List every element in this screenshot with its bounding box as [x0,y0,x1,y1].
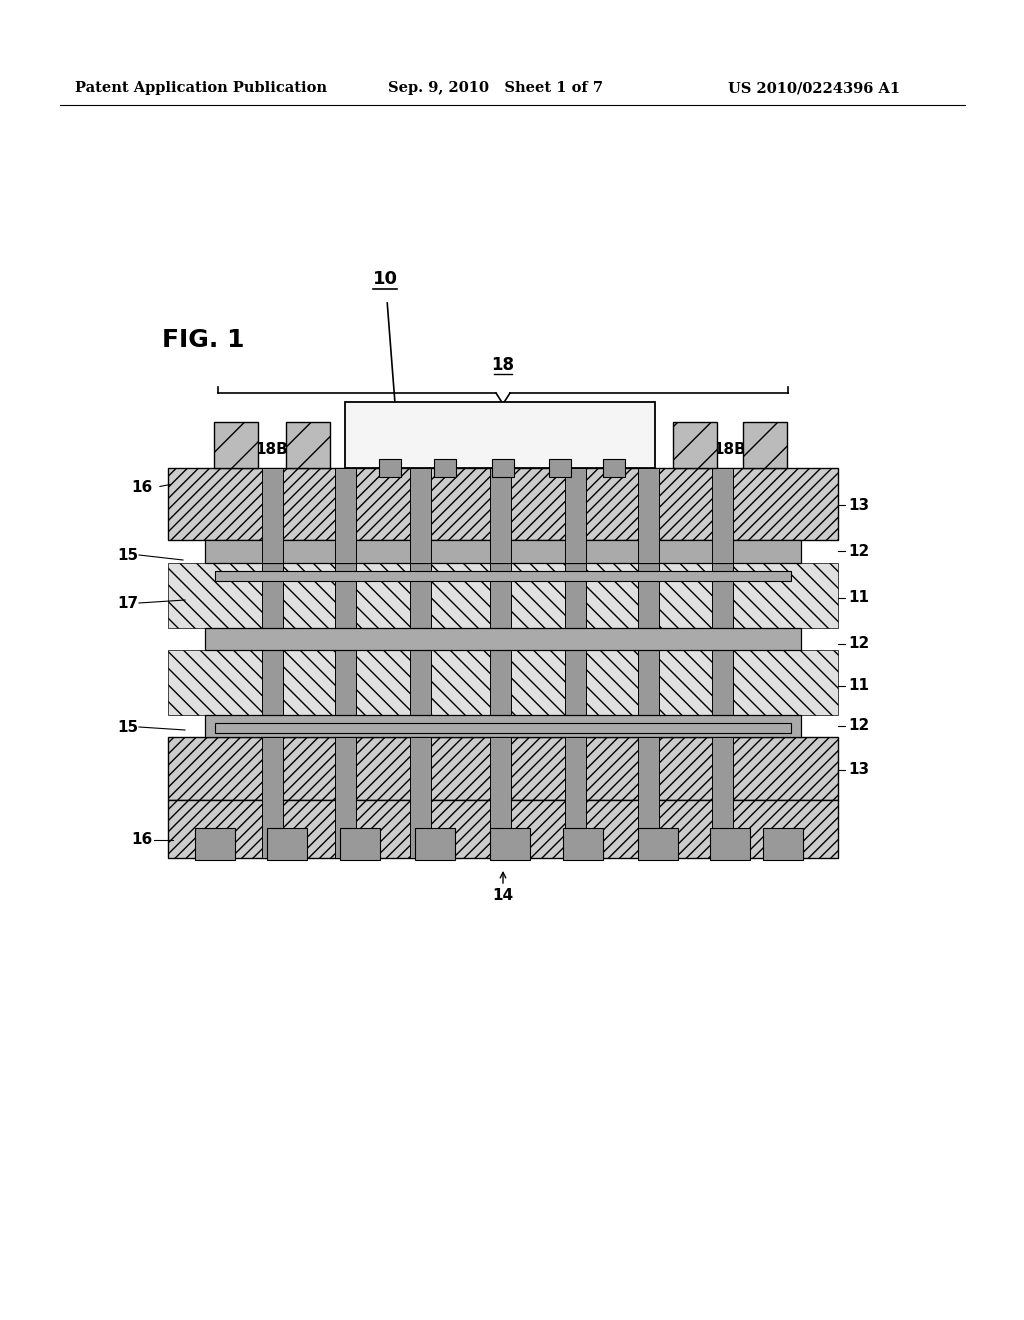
Text: 18A: 18A [486,437,519,451]
Bar [564,737,586,858]
Bar [710,828,750,861]
Bar [168,469,838,540]
Text: Patent Application Publication: Patent Application Publication [75,81,327,95]
Bar [267,828,307,861]
Bar [763,828,803,861]
Bar [712,737,732,858]
Bar [205,715,801,737]
Bar [261,469,283,564]
Text: 12: 12 [848,544,869,558]
Text: 16: 16 [132,833,153,847]
Text: 11: 11 [848,678,869,693]
Bar [340,828,380,861]
Bar [261,737,283,858]
Bar [335,737,355,858]
Text: 18B: 18B [714,442,746,458]
Bar [638,828,678,861]
Bar [261,649,283,737]
Bar [743,422,787,469]
Bar [215,723,792,733]
Bar [712,469,732,564]
Bar [712,564,732,649]
Bar [638,737,658,858]
Bar [603,459,625,477]
Bar [415,828,455,861]
Bar [673,422,717,469]
Bar [286,422,330,469]
Text: 15: 15 [117,548,138,562]
Text: Sep. 9, 2010   Sheet 1 of 7: Sep. 9, 2010 Sheet 1 of 7 [388,81,603,95]
Bar [712,649,732,737]
Bar [410,649,430,737]
Bar [489,737,511,858]
Text: 18B: 18B [256,442,289,458]
Bar [489,469,511,564]
Text: 12: 12 [848,636,869,652]
Bar [492,459,514,477]
Bar [168,564,838,628]
Bar [564,469,586,564]
Text: 17: 17 [117,595,138,610]
Bar [410,469,430,564]
Bar [489,649,511,737]
Text: 18: 18 [492,356,514,374]
Text: 15: 15 [117,719,138,734]
Text: 11: 11 [848,590,869,606]
Bar [410,564,430,649]
Text: 10: 10 [373,271,397,288]
Bar [335,469,355,564]
Bar [638,469,658,564]
Bar [434,459,456,477]
Bar [168,737,838,800]
Text: 13: 13 [848,498,869,512]
Bar [335,649,355,737]
Bar [638,649,658,737]
Bar [215,572,792,581]
Bar [261,564,283,649]
Text: FIG. 1: FIG. 1 [162,327,245,352]
Bar [168,800,838,858]
Bar [195,828,234,861]
Text: 14: 14 [493,888,514,903]
Text: US 2010/0224396 A1: US 2010/0224396 A1 [728,81,900,95]
Bar [168,649,838,715]
Bar [489,564,511,649]
Text: 12: 12 [848,718,869,734]
Bar [379,459,401,477]
Bar [335,564,355,649]
Bar [205,540,801,564]
Bar [563,828,603,861]
Bar [564,564,586,649]
Bar [638,564,658,649]
Bar [214,422,258,469]
Bar [564,649,586,737]
Bar [205,628,801,649]
Bar [549,459,571,477]
Bar [490,828,530,861]
Bar [410,737,430,858]
Text: 13: 13 [848,763,869,777]
Bar [345,403,655,469]
Text: 16: 16 [132,479,153,495]
